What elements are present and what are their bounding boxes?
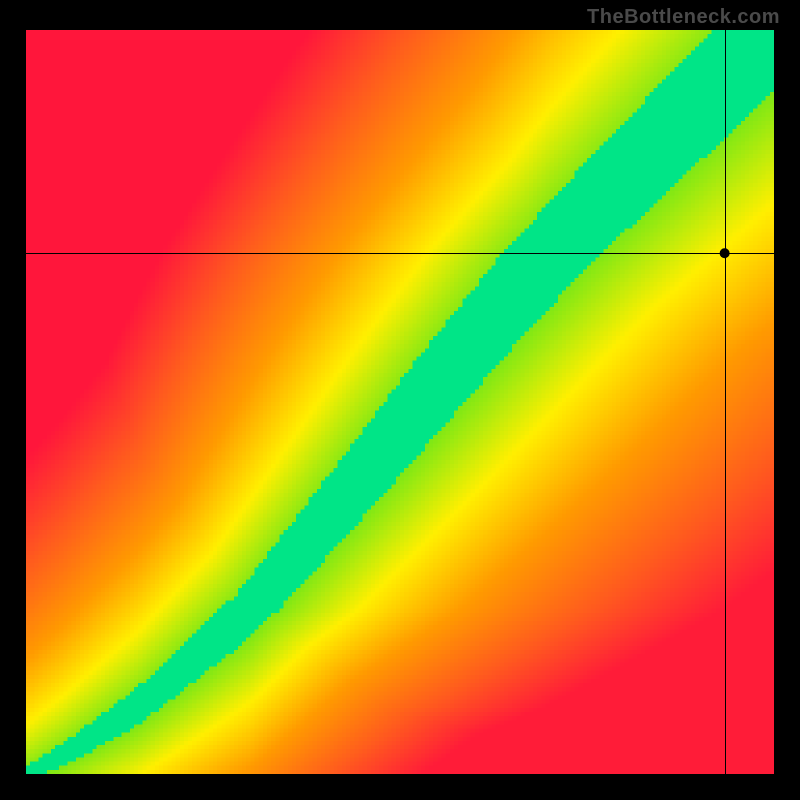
- watermark: TheBottleneck.com: [587, 6, 780, 29]
- crosshair-overlay: [26, 30, 774, 774]
- plot-area: [26, 30, 774, 774]
